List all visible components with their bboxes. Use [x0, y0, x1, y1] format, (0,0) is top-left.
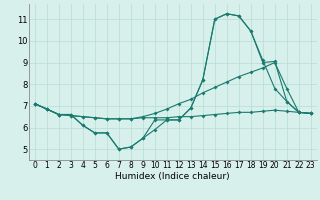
X-axis label: Humidex (Indice chaleur): Humidex (Indice chaleur) — [116, 172, 230, 181]
